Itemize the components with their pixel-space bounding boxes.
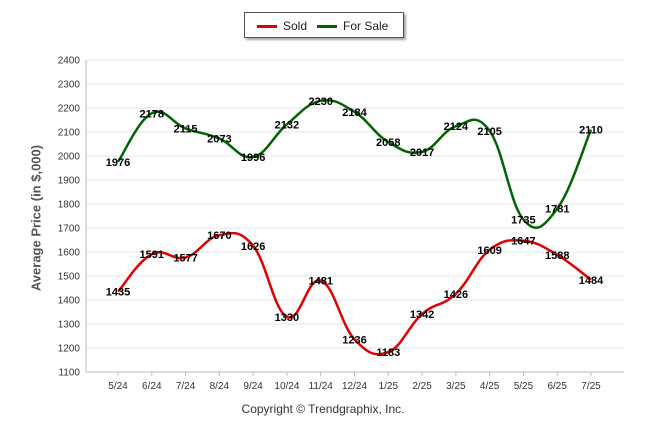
x-tick-label: 4/25 <box>480 381 500 392</box>
axes: 1100 1200 1300 1400 1500 1600 1700 1800 1900 2000… <box>58 56 624 392</box>
data-label-for-sale: 1735 <box>511 215 535 227</box>
y-tick-label: 1900 <box>58 176 81 187</box>
data-label-sold: 1609 <box>477 245 501 257</box>
x-tick-label: 6/24 <box>142 381 162 392</box>
legend-label-sold: Sold <box>283 19 308 33</box>
x-tick-label: 7/24 <box>176 381 196 392</box>
y-tick-label: 1800 <box>58 200 81 211</box>
data-label-sold: 1426 <box>444 289 468 301</box>
data-label-sold: 1647 <box>511 236 535 248</box>
data-label-sold: 1670 <box>207 230 231 242</box>
data-label-sold: 1236 <box>342 334 366 346</box>
data-label-sold: 1588 <box>545 250 569 262</box>
series <box>116 98 593 356</box>
data-label-sold: 1626 <box>241 241 265 253</box>
x-tick-label: 5/25 <box>514 381 534 392</box>
data-label-for-sale: 2230 <box>308 96 332 108</box>
y-tick-label: 1400 <box>58 296 81 307</box>
data-label-sold: 1577 <box>173 253 197 265</box>
data-label-for-sale: 2017 <box>410 147 434 159</box>
x-tick-label: 2/25 <box>412 381 432 392</box>
x-tick-label: 9/24 <box>243 381 263 392</box>
y-tick-label: 2300 <box>58 80 81 91</box>
data-label-for-sale: 2115 <box>174 123 198 135</box>
y-tick-label: 1200 <box>58 344 81 355</box>
legend-swatch-sold <box>257 24 277 28</box>
data-label-for-sale: 1781 <box>545 204 569 216</box>
data-label-sold: 1591 <box>140 249 164 261</box>
x-tick-label: 10/24 <box>274 381 299 392</box>
data-label-sold: 1484 <box>579 275 604 287</box>
legend-item-for-sale: For Sale <box>317 18 388 34</box>
y-tick-label: 2200 <box>58 104 81 115</box>
data-label-for-sale: 2178 <box>140 108 164 120</box>
data-label-for-sale: 2105 <box>477 126 501 138</box>
y-tick-label: 1600 <box>58 248 81 259</box>
y-tick-label: 1500 <box>58 272 81 283</box>
data-label-sold: 1435 <box>106 287 130 299</box>
legend-swatch-for-sale <box>317 24 337 28</box>
legend: Sold For Sale <box>244 12 404 38</box>
data-label-for-sale: 2132 <box>275 119 299 131</box>
legend-item-sold: Sold <box>257 18 307 34</box>
copyright: Copyright © Trendgraphix, Inc. <box>241 402 405 416</box>
data-label-for-sale: 2058 <box>376 137 400 149</box>
y-tick-label: 2000 <box>58 152 81 163</box>
data-label-for-sale: 2110 <box>579 125 603 137</box>
data-label-for-sale: 2124 <box>444 121 469 133</box>
grid <box>86 59 624 373</box>
x-tick-label: 12/24 <box>342 381 367 392</box>
y-tick-label: 2400 <box>58 56 81 67</box>
data-label-sold: 1330 <box>275 312 299 324</box>
data-label-for-sale: 1996 <box>241 152 265 164</box>
x-tick-label: 5/24 <box>108 381 128 392</box>
data-label-sold: 1183 <box>376 347 400 359</box>
y-axis-label: Average Price (in $,000) <box>28 144 44 292</box>
x-tick-label: 7/25 <box>581 381 601 392</box>
legend-label-for-sale: For Sale <box>343 19 389 33</box>
y-tick-label: 1700 <box>58 224 81 235</box>
data-label-sold: 1342 <box>410 309 434 321</box>
x-tick-label: 8/24 <box>210 381 230 392</box>
y-tick-label: 1100 <box>58 368 80 379</box>
y-tick-label: 2100 <box>58 128 81 139</box>
data-label-for-sale: 1976 <box>106 157 130 169</box>
data-label-for-sale: 2073 <box>207 133 231 145</box>
data-label-for-sale: 2184 <box>342 107 367 119</box>
x-tick-label: 11/24 <box>309 381 334 392</box>
x-tick-label: 3/25 <box>446 381 466 392</box>
x-tick-label: 6/25 <box>547 381 567 392</box>
data-label-sold: 1481 <box>308 276 332 288</box>
data-labels: 1435 1591 1577 1670 1626 1330 1481 1236 1183 1342… <box>106 96 604 359</box>
series-line-for-sale <box>116 98 593 229</box>
x-tick-label: 1/25 <box>379 381 399 392</box>
y-tick-label: 1300 <box>58 320 81 331</box>
series-line-sold <box>117 231 592 356</box>
